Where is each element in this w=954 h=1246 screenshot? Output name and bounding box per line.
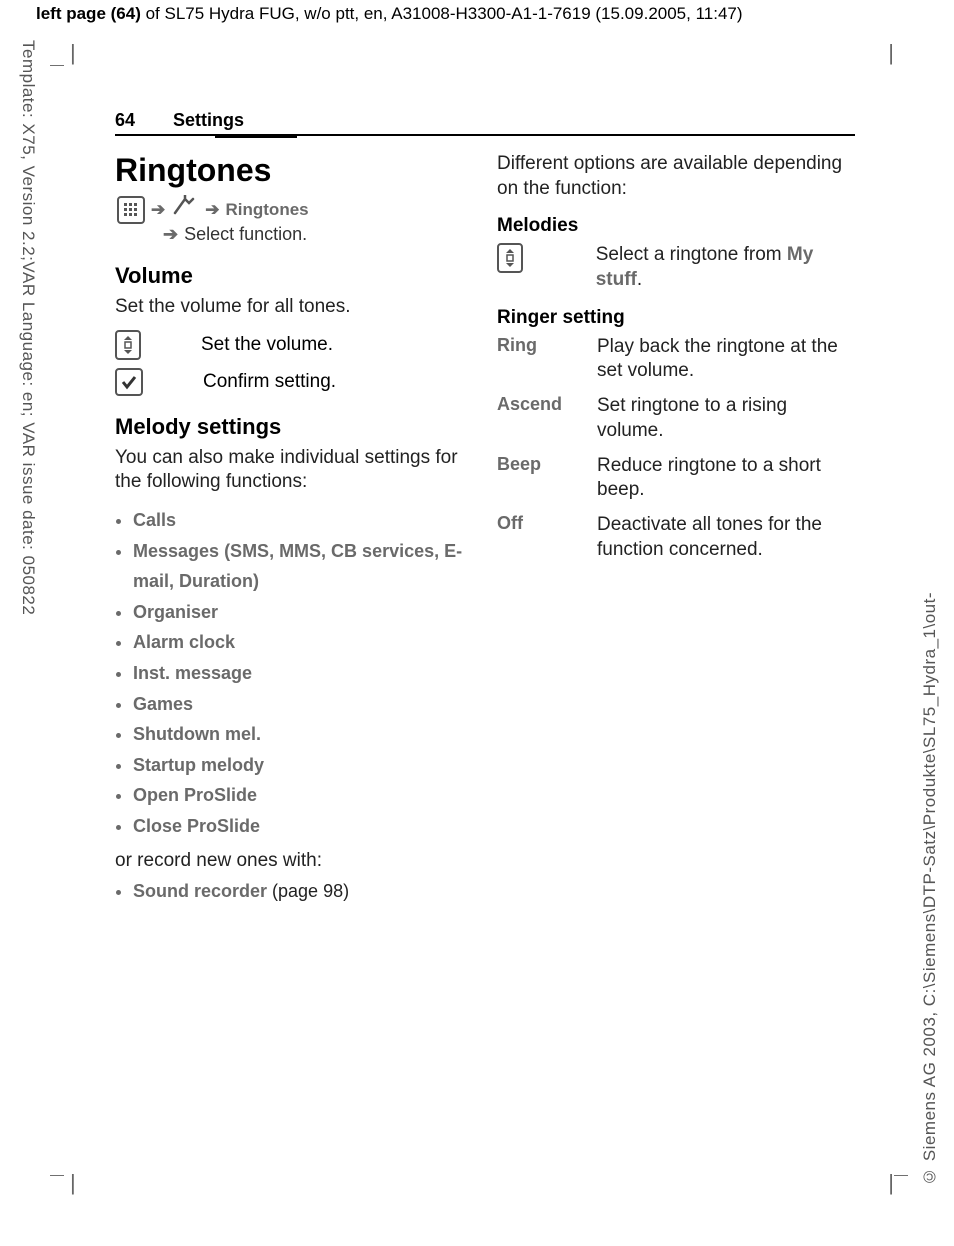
function-list: Calls Messages (SMS, MMS, CB services, E… — [133, 505, 473, 842]
menu-icon — [117, 196, 145, 224]
list-item: Inst. message — [133, 658, 473, 689]
confirm-row: Confirm setting. — [115, 368, 473, 396]
list-item: Organiser — [133, 597, 473, 628]
list-item: Calls — [133, 505, 473, 536]
ring-desc: Play back the ringtone at the set volume… — [597, 335, 855, 384]
list-item: Alarm clock — [133, 627, 473, 658]
updown-icon — [497, 243, 523, 273]
crop-mark: — — [50, 1166, 64, 1182]
off-label: Off — [497, 513, 597, 562]
check-icon — [115, 368, 143, 396]
top-banner-bold: left page (64) — [36, 4, 141, 23]
setting-row: Beep Reduce ringtone to a short beep. — [497, 454, 855, 503]
melodies-row: Select a ringtone from My stuff. — [497, 243, 855, 292]
list-item: Shutdown mel. — [133, 719, 473, 750]
or-record-line: or record new ones with: — [115, 850, 473, 872]
off-desc: Deactivate all tones for the function co… — [597, 513, 855, 562]
melodies-heading: Melodies — [497, 215, 855, 237]
template-info-left: Template: X75, Version 2.2;VAR Language:… — [18, 40, 38, 615]
setting-row: Ascend Set ringtone to a rising volume. — [497, 394, 855, 443]
arrow-icon: ➔ — [151, 200, 165, 220]
volume-intro: Set the volume for all tones. — [115, 295, 473, 320]
func-inst: Inst. message — [133, 663, 252, 683]
volume-heading: Volume — [115, 263, 473, 289]
func-startup: Startup melody — [133, 755, 264, 775]
list-item: Messages (SMS, MMS, CB services, E-mail,… — [133, 536, 473, 597]
right-intro: Different options are available dependin… — [497, 152, 855, 201]
arrow-icon: ➔ — [205, 200, 219, 220]
ascend-desc: Set ringtone to a rising volume. — [597, 394, 855, 443]
ringer-setting-heading: Ringer setting — [497, 307, 855, 329]
setting-row: Ring Play back the ringtone at the set v… — [497, 335, 855, 384]
func-messages: Messages — [133, 541, 219, 561]
func-alarm: Alarm clock — [133, 632, 235, 652]
func-games: Games — [133, 694, 193, 714]
func-close: Close ProSlide — [133, 816, 260, 836]
beep-label: Beep — [497, 454, 597, 503]
ringtones-heading: Ringtones — [115, 152, 473, 189]
crop-mark: | — [70, 1170, 76, 1196]
list-item: Games — [133, 689, 473, 720]
arrow-icon: ➔ — [163, 224, 178, 245]
nav-path: ➔ ➔ Ringtones — [117, 195, 473, 224]
beep-desc: Reduce ringtone to a short beep. — [597, 454, 855, 503]
crop-mark: | — [888, 40, 894, 66]
list-item: Sound recorder (page 98) — [133, 876, 473, 907]
crop-mark: — — [894, 1166, 908, 1182]
nav-ringtones-label: Ringtones — [226, 200, 309, 220]
func-organiser: Organiser — [133, 602, 218, 622]
right-column: Different options are available dependin… — [497, 152, 855, 906]
confirm-text: Confirm setting. — [203, 371, 336, 393]
top-banner-rest: of SL75 Hydra FUG, w/o ptt, en, A31008-H… — [141, 4, 743, 23]
page-number: 64 — [115, 110, 135, 131]
list-item: Close ProSlide — [133, 811, 473, 842]
nav-select-label: Select function. — [184, 224, 307, 245]
list-item: Startup melody — [133, 750, 473, 781]
melody-intro: You can also make individual settings fo… — [115, 446, 473, 495]
sound-rec-page: (page 98) — [267, 881, 349, 901]
func-sound-recorder: Sound recorder — [133, 881, 267, 901]
func-calls: Calls — [133, 510, 176, 530]
section-title: Settings — [173, 110, 244, 131]
crop-mark: — — [50, 56, 64, 72]
crop-mark: | — [70, 40, 76, 66]
top-banner: left page (64) of SL75 Hydra FUG, w/o pt… — [36, 4, 743, 24]
func-open: Open ProSlide — [133, 785, 257, 805]
melodies-desc-post: . — [637, 269, 642, 290]
list-item: Open ProSlide — [133, 780, 473, 811]
settings-nav-icon — [171, 195, 199, 224]
page-content: 64 Settings Ringtones ➔ ➔ Ringtones ➔ Se… — [115, 110, 855, 906]
page-header: 64 Settings — [115, 110, 855, 136]
func-shutdown: Shutdown mel. — [133, 724, 261, 744]
updown-icon — [115, 330, 141, 360]
nav-select: ➔ Select function. — [163, 224, 473, 245]
ring-label: Ring — [497, 335, 597, 384]
melodies-desc-pre: Select a ringtone from — [596, 244, 787, 265]
record-list: Sound recorder (page 98) — [133, 876, 473, 907]
set-volume-text: Set the volume. — [201, 334, 333, 356]
copyright-right: © Siemens AG 2003, C:\Siemens\DTP-Satz\P… — [920, 592, 940, 1186]
setting-row: Off Deactivate all tones for the functio… — [497, 513, 855, 562]
left-column: Ringtones ➔ ➔ Ringtones ➔ Select functio… — [115, 152, 473, 906]
melody-settings-heading: Melody settings — [115, 414, 473, 440]
section-underline — [215, 134, 297, 138]
ascend-label: Ascend — [497, 394, 597, 443]
set-volume-row: Set the volume. — [115, 330, 473, 360]
